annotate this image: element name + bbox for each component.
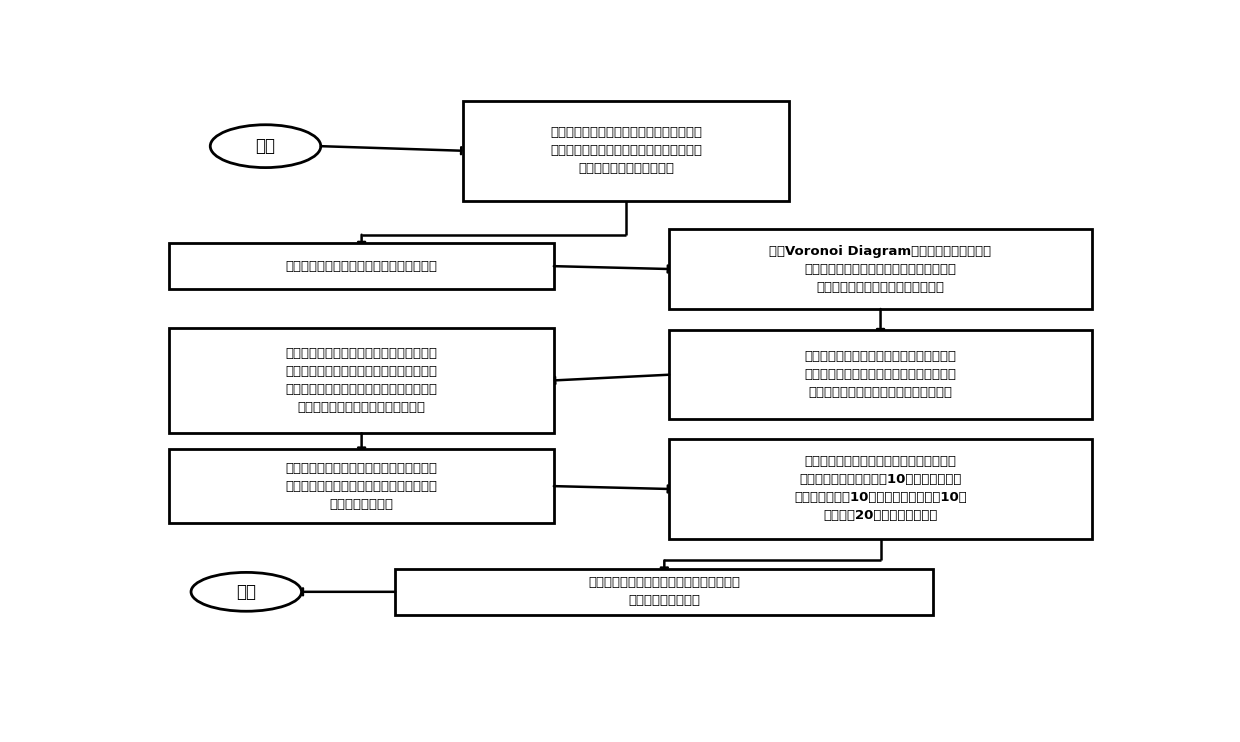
Text: 利用移动平均法进行幼苗外轮廓的平滑滤波: 利用移动平均法进行幼苗外轮廓的平滑滤波 [285, 260, 438, 272]
Text: 开始: 开始 [255, 137, 275, 155]
FancyBboxPatch shape [670, 229, 1092, 309]
FancyBboxPatch shape [396, 569, 934, 614]
FancyBboxPatch shape [670, 330, 1092, 419]
Text: 中线上的每个观察点的垂线与左右两边轮廓
相交于两点，假设选取了10个观察点，则与
左边轮廓相交有10个点，右边相交也有10个
点，一共20个点，即为跟踪点: 中线上的每个观察点的垂线与左右两边轮廓 相交于两点，假设选取了10个观察点，则与… [794, 456, 967, 522]
Ellipse shape [211, 125, 321, 168]
Ellipse shape [191, 572, 301, 611]
FancyBboxPatch shape [170, 243, 554, 289]
Text: 计算中线和左右轮廓线连续点之间的欧氏距
离，便可以得到中线上每个点相对于起点的
曲线距离，左右轮廓上的每个点相对于各自
起点的曲线距离（起点朝上是正轴）: 计算中线和左右轮廓线连续点之间的欧氏距 离，便可以得到中线上每个点相对于起点的 … [285, 347, 438, 414]
Text: 以一定距离间隔在中线上取观察点，用三次
样条插值得到中线的每个观察点的垂线表达
式（与切线垂直）: 以一定距离间隔在中线上取观察点，用三次 样条插值得到中线的每个观察点的垂线表达 … [285, 462, 438, 510]
FancyBboxPatch shape [463, 101, 789, 201]
Text: 利用Voronoi Diagram找出幼苗的骨架，也称
为幼苗的中线（由密集的坐标点组成），同
时得到中线的任意点对应的轮廓半径: 利用Voronoi Diagram找出幼苗的骨架，也称 为幼苗的中线（由密集的坐… [770, 245, 992, 294]
Text: 用三次样条插值得到左右所有跟踪点的切线
表达式和垂线表达式: 用三次样条插值得到左右所有跟踪点的切线 表达式和垂线表达式 [588, 577, 740, 607]
Text: 根据灰度图的像素值不同得到幼苗图像的等
高线，取其中最长的等高线作为幼苗的外轮
廓（由密集的坐标点组成）: 根据灰度图的像素值不同得到幼苗图像的等 高线，取其中最长的等高线作为幼苗的外轮 … [549, 126, 702, 175]
Text: 选取半径最大的中线坐标点作为起点，过该
坐标点画一条横线交左右轮廓各一点，这两
点分别作为左轮廓的起点和右轮廓的起点: 选取半径最大的中线坐标点作为起点，过该 坐标点画一条横线交左右轮廓各一点，这两 … [805, 350, 956, 399]
FancyBboxPatch shape [670, 439, 1092, 539]
FancyBboxPatch shape [170, 327, 554, 433]
FancyBboxPatch shape [170, 449, 554, 523]
Text: 结束: 结束 [237, 582, 257, 601]
